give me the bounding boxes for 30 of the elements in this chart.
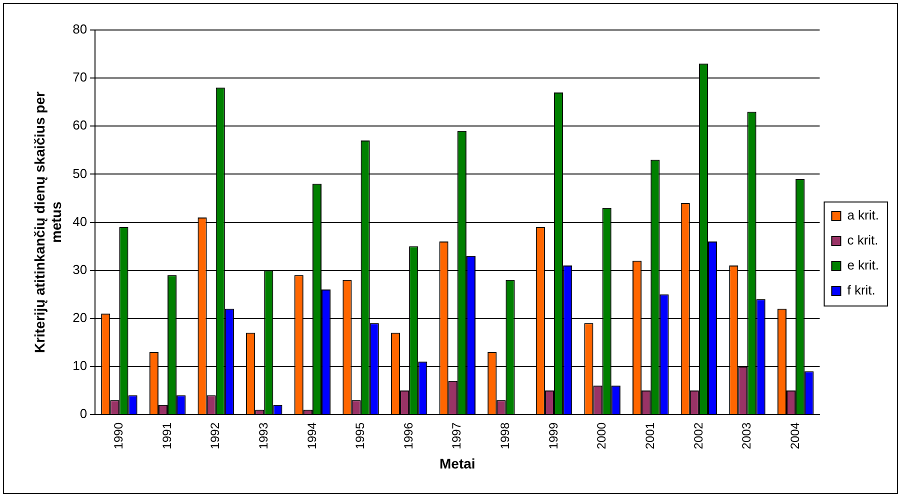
legend-label: c krit. xyxy=(847,232,878,248)
y-axis-title: Kriterijų atitinkančių dienų skaičius per metus xyxy=(31,90,64,353)
x-tick-label: 1996 xyxy=(401,422,416,450)
x-tick-label: 1994 xyxy=(304,422,319,450)
x-tick-label: 1993 xyxy=(256,422,270,450)
x-tick-label: 1995 xyxy=(353,422,368,450)
x-axis-title: Metai xyxy=(439,455,476,472)
x-tick-label: 1991 xyxy=(160,422,174,450)
y-tick-label: 0 xyxy=(80,406,88,422)
y-tick-label: 80 xyxy=(72,22,88,37)
legend-label: a krit. xyxy=(847,208,880,223)
x-tick-label: 1992 xyxy=(208,422,222,450)
legend-label: e krit. xyxy=(847,258,880,273)
y-tick-label: 20 xyxy=(72,310,88,325)
y-tick-label: 10 xyxy=(72,358,88,374)
y-tick-label: 60 xyxy=(72,118,88,133)
y-tick-label: 30 xyxy=(72,262,88,277)
x-tick-label: 2003 xyxy=(740,422,754,450)
x-tick-label: 1990 xyxy=(112,422,126,450)
x-tick-label: 2001 xyxy=(642,422,657,450)
x-tick-label: 2004 xyxy=(788,422,802,450)
x-tick-label: 2000 xyxy=(594,422,609,450)
x-tick-label: 1999 xyxy=(546,422,560,450)
legend-label: f krit. xyxy=(847,282,876,298)
y-tick-label: 50 xyxy=(72,166,88,181)
x-tick-label: 2002 xyxy=(691,422,706,450)
x-tick-label: 1997 xyxy=(450,422,464,450)
y-tick-label: 40 xyxy=(72,214,88,229)
y-tick-label: 70 xyxy=(72,70,88,85)
x-tick-label: 1998 xyxy=(498,422,512,450)
